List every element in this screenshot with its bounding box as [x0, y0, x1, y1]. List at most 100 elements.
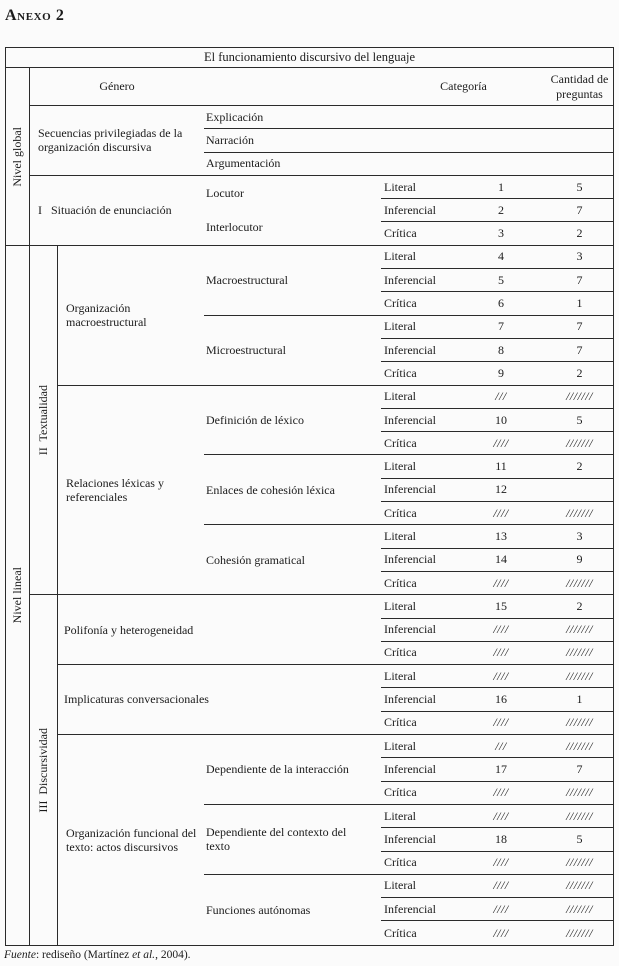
question-number: //// — [493, 622, 509, 637]
section-relaciones-lexicas: Relaciones léxicas y referenciales Defin… — [58, 386, 613, 596]
question-number: //// — [493, 808, 509, 823]
question-number: //// — [493, 575, 509, 590]
category-label: Inferencial — [384, 692, 436, 707]
category-row: Inferencial 2 7 — [381, 199, 613, 223]
question-count: /////// — [566, 901, 593, 916]
sequence-row: Narración — [204, 129, 613, 153]
subgenre-dependiente-interaccion: Dependiente de la interacción — [204, 735, 381, 805]
category-row: Crítica 3 2 — [381, 222, 613, 246]
question-count: 7 — [576, 319, 583, 334]
column-header-genero: Género — [99, 79, 135, 93]
sublevel-cell-discursividad: III Discursividad — [30, 595, 57, 944]
situacion-subgenres: Locutor Interlocutor — [204, 176, 381, 246]
level-column: Nivel global Nivel lineal — [6, 68, 30, 945]
category-row: Crítica/////////// — [381, 642, 613, 666]
question-number: 8 — [498, 342, 504, 357]
question-number: 3 — [498, 226, 504, 241]
question-number: 12 — [495, 482, 507, 497]
question-number: /// — [495, 738, 507, 753]
question-number: 6 — [498, 296, 504, 311]
column-header-cantidad: Cantidad de preguntas — [550, 71, 609, 101]
category-label: Literal — [384, 738, 416, 753]
nivel-global-section: Secuencias privilegiadas de la organizac… — [30, 106, 613, 246]
question-count: 5 — [576, 412, 583, 427]
question-count: 2 — [576, 226, 583, 241]
category-label: Inferencial — [384, 412, 436, 427]
genre-relaciones-lexicas: Relaciones léxicas y referenciales — [58, 386, 204, 596]
sublevel-label-textualidad: II Textualidad — [36, 384, 50, 456]
subgenre-macroestructural: Macroestructural — [204, 246, 381, 316]
category-row: Crítica/////////// — [381, 782, 613, 805]
question-count: 7 — [576, 342, 583, 357]
category-row: Inferencial 16 1 — [381, 688, 613, 712]
subgroup-enlaces-cohesion: Enlaces de cohesión léxica Literal 11 2 Inf… — [204, 455, 613, 526]
subgenre-dependiente-contexto: Dependiente del contexto del texto — [204, 805, 381, 875]
category-label: Crítica — [384, 505, 417, 520]
section-polifonia: Polifonía y heterogeneidad Literal 15 2 Inf… — [58, 595, 613, 666]
category-label: Inferencial — [384, 901, 436, 916]
table-body: Nivel global Nivel lineal Género Categor… — [6, 68, 613, 945]
question-count: /////// — [566, 645, 593, 660]
level-label-lineal: Nivel lineal — [10, 567, 24, 624]
question-number: 16 — [495, 692, 507, 707]
category-label: Crítica — [384, 715, 417, 730]
category-row: Literal////////// — [381, 735, 613, 759]
category-row: Crítica/////////// — [381, 712, 613, 736]
category-label: Literal — [384, 319, 416, 334]
question-count: /////// — [566, 435, 593, 450]
category-row: Inferencial 5 7 — [381, 269, 613, 293]
category-row: Crítica/////////// — [381, 921, 613, 944]
question-number: //// — [493, 925, 509, 940]
question-number: 9 — [498, 365, 504, 380]
question-count: 2 — [576, 459, 583, 474]
category-row: Literal 4 3 — [381, 246, 613, 270]
category-row: Inferencial 18 5 — [381, 828, 613, 852]
category-label: Inferencial — [384, 761, 436, 776]
subgenre-cohesion-gramatical: Cohesión gramatical — [204, 525, 381, 596]
subgroup-dependiente-contexto: Dependiente del contexto del texto Liter… — [204, 805, 613, 875]
category-row: Literal 1 5 — [381, 176, 613, 200]
question-count: 7 — [576, 761, 583, 776]
section-situacion: I Situación de enunciación Locutor Inter… — [30, 176, 613, 246]
category-row: Crítica/////////// — [381, 502, 613, 526]
question-number: //// — [493, 505, 509, 520]
genre-implicaturas: Implicaturas conversacionales — [58, 665, 381, 736]
subgroup-dependiente-interaccion: Dependiente de la interacción Literal ///… — [204, 735, 613, 805]
category-row: Inferencial/////////// — [381, 898, 613, 922]
sequence-row: Argumentación — [204, 153, 613, 176]
question-number: 13 — [495, 528, 507, 543]
table-title: El funcionamiento discursivo del lenguaj… — [6, 48, 613, 68]
category-label: Literal — [384, 528, 416, 543]
category-label: Inferencial — [384, 272, 436, 287]
category-row: Inferencial 10 5 — [381, 409, 613, 433]
question-number: //// — [493, 901, 509, 916]
question-count: 3 — [576, 249, 583, 264]
question-number: //// — [493, 645, 509, 660]
sublevel-column: II Textualidad III Discursividad — [30, 245, 58, 945]
category-row: Inferencial/////////// — [381, 619, 613, 642]
category-row: Inferencial 14 9 — [381, 549, 613, 572]
category-label: Inferencial — [384, 831, 436, 846]
subgroup-cohesion-gramatical: Cohesión gramatical Literal 13 3 Inferencia… — [204, 525, 613, 596]
category-label: Inferencial — [384, 342, 436, 357]
question-count: /////// — [566, 785, 593, 800]
subgroup-microestructural: Microestructural Literal 7 7 Inferencial 8 7 C… — [204, 316, 613, 386]
question-count: 5 — [576, 179, 583, 194]
question-number: 4 — [498, 249, 504, 264]
level-cell-lineal: Nivel lineal — [6, 246, 29, 945]
question-number: //// — [493, 855, 509, 870]
section-secuencias: Secuencias privilegiadas de la organizac… — [30, 106, 613, 176]
category-row: Crítica/////////// — [381, 572, 613, 596]
question-number: 15 — [495, 598, 507, 613]
category-label: Crítica — [384, 365, 417, 380]
question-count: /////// — [566, 855, 593, 870]
category-row: Crítica/////////// — [381, 852, 613, 875]
question-count: /////// — [566, 668, 593, 683]
subgenre-funciones-autonomas: Funciones autónomas — [206, 902, 311, 917]
question-count: /////// — [566, 389, 593, 404]
section-organizacion-macroestructural: Organización macroestructural Macroestru… — [58, 246, 613, 386]
section-implicaturas: Implicaturas conversacionales Literal ///… — [58, 665, 613, 736]
question-count: /////// — [566, 925, 593, 940]
discourse-table: El funcionamiento discursivo del lenguaj… — [5, 47, 614, 946]
source-note: Fuente: rediseño (Martínez et al., 2004)… — [4, 949, 191, 961]
